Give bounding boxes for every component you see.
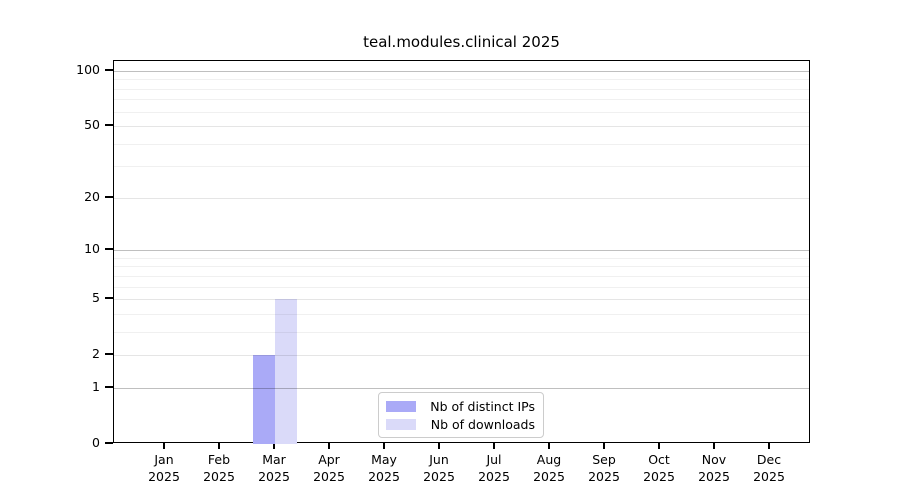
x-tick-mark: [768, 443, 770, 449]
legend: Nb of distinct IPs Nb of downloads: [378, 392, 544, 438]
x-tick-label-jan: Jan 2025: [148, 452, 180, 484]
gridline-y-70: [114, 99, 809, 101]
y-tick-label-10: 10: [84, 241, 100, 257]
x-tick-label-apr: Apr 2025: [313, 452, 345, 484]
x-tick-label-dec: Dec 2025: [753, 452, 785, 484]
x-tick-label-oct: Oct 2025: [643, 452, 675, 484]
x-tick-label-aug: Aug 2025: [533, 452, 565, 484]
gridline-y-3: [114, 331, 809, 333]
x-tick-label-nov: Nov 2025: [698, 452, 730, 484]
x-tick-mark: [163, 443, 165, 449]
gridline-y-1: [114, 387, 809, 389]
y-tick-label-50: 50: [84, 117, 100, 133]
y-tick-mark: [105, 386, 113, 388]
y-tick-mark: [105, 353, 113, 355]
y-tick-mark: [105, 442, 113, 444]
gridline-y-100: [114, 70, 809, 72]
gridline-y-90: [114, 79, 809, 81]
gridline-y-6: [114, 286, 809, 288]
x-tick-mark: [273, 443, 275, 449]
legend-swatch: [386, 400, 416, 412]
gridline-y-20: [114, 197, 809, 199]
gridline-y-2: [114, 355, 809, 357]
gridlines-layer: [114, 61, 809, 442]
gridline-y-8: [114, 266, 809, 268]
x-tick-label-feb: Feb 2025: [203, 452, 235, 484]
y-tick-label-0: 0: [92, 435, 100, 450]
y-tick-label-1: 1: [92, 378, 100, 394]
x-tick-mark: [713, 443, 715, 449]
gridline-y-30: [114, 166, 809, 168]
x-tick-mark: [383, 443, 385, 449]
y-tick-label-20: 20: [84, 188, 100, 204]
x-tick-label-jun: Jun 2025: [423, 452, 455, 484]
bar-nb-of-downloads-mar: [275, 299, 297, 444]
x-tick-mark: [328, 443, 330, 449]
y-tick-mark: [105, 297, 113, 299]
chart-title: teal.modules.clinical 2025: [363, 33, 560, 51]
legend-item: Nb of downloads: [386, 416, 535, 432]
gridline-y-4: [114, 313, 809, 315]
x-tick-label-mar: Mar 2025: [258, 452, 290, 484]
gridline-y-9: [114, 257, 809, 259]
x-tick-mark: [493, 443, 495, 449]
bars-layer: [114, 61, 809, 444]
y-tick-mark: [105, 248, 113, 250]
x-tick-mark: [438, 443, 440, 449]
x-tick-mark: [603, 443, 605, 449]
gridline-y-7: [114, 275, 809, 277]
y-tick-label-2: 2: [92, 346, 100, 362]
gridline-y-40: [114, 143, 809, 145]
legend-label: Nb of distinct IPs: [430, 398, 535, 414]
y-tick-label-100: 100: [76, 61, 100, 77]
x-tick-label-may: May 2025: [368, 452, 400, 484]
gridline-y-50: [114, 126, 809, 128]
x-tick-label-jul: Jul 2025: [478, 452, 510, 484]
gridline-y-80: [114, 88, 809, 90]
legend-label: Nb of downloads: [430, 416, 535, 432]
y-tick-mark: [105, 124, 113, 126]
plot-area: [113, 60, 810, 444]
x-tick-mark: [218, 443, 220, 449]
gridline-y-10: [114, 250, 809, 252]
legend-swatch: [386, 418, 416, 430]
x-tick-mark: [658, 443, 660, 449]
legend-item: Nb of distinct IPs: [386, 398, 535, 414]
x-tick-label-sep: Sep 2025: [588, 452, 620, 484]
x-tick-mark: [548, 443, 550, 449]
bar-nb-of-distinct-ips-mar: [253, 355, 275, 444]
gridline-y-60: [114, 111, 809, 113]
y-tick-mark: [105, 69, 113, 71]
y-tick-mark: [105, 196, 113, 198]
y-tick-label-5: 5: [92, 290, 100, 306]
gridline-y-5: [114, 299, 809, 301]
